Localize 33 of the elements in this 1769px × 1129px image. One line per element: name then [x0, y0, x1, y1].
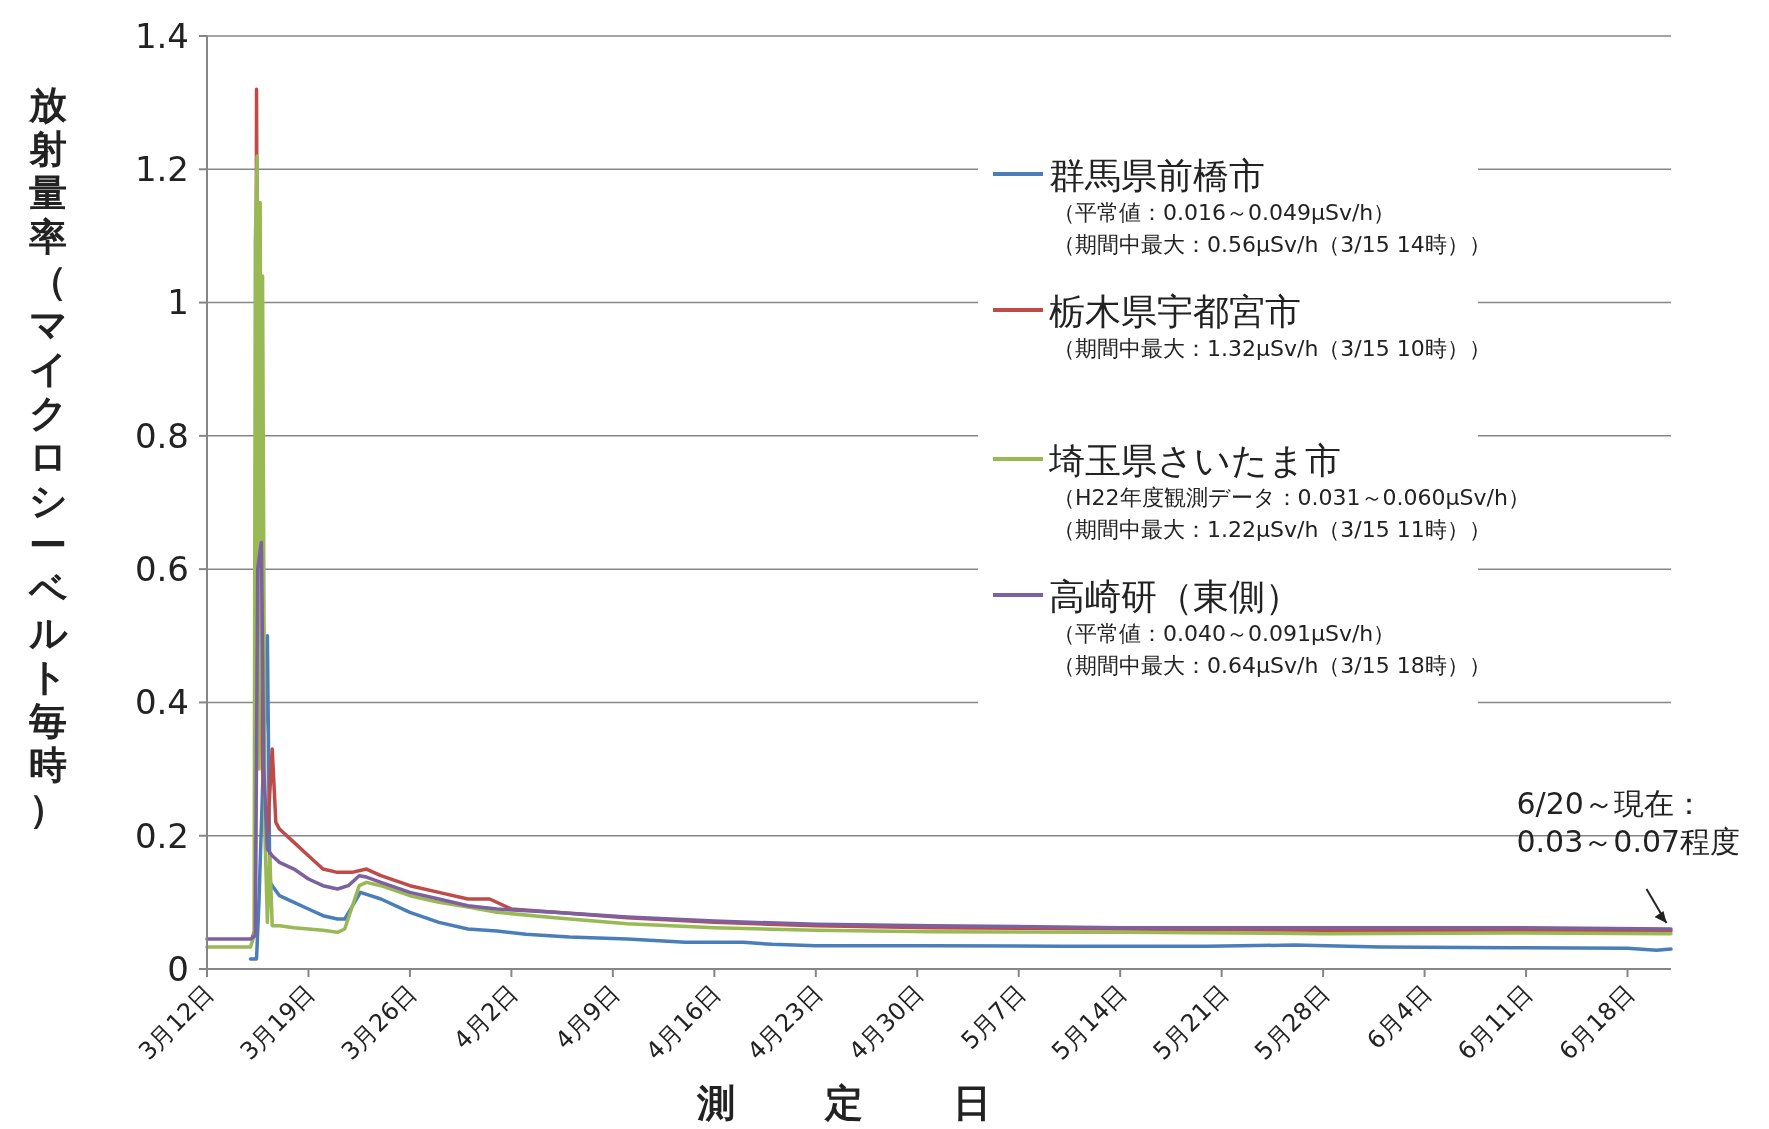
- x-tick-label: 5月7日: [955, 979, 1031, 1055]
- annotation: （H22年度観測データ：0.031～0.060μSv/h）（期間中最大：1.22μSv/h（3/15 11時））: [1053, 485, 1530, 542]
- y-tick-label: 0.4: [134, 682, 189, 723]
- x-tick-label: 5月14日: [1046, 979, 1133, 1066]
- y-tick-label: 1.2: [134, 149, 189, 190]
- y-tick-label: 0.8: [134, 415, 189, 456]
- y-tick-label: 1.4: [134, 15, 189, 56]
- x-tick-label: 4月30日: [843, 979, 930, 1066]
- x-tick-label: 3月26日: [336, 979, 423, 1066]
- annotation: 6/20～現在： 0.03～0.07程度: [1516, 786, 1741, 860]
- x-tick-label: 3月19日: [234, 979, 321, 1066]
- legend-label: 埼玉県さいたま市: [1048, 440, 1341, 481]
- text: 放射量率（マイクロシーベルト毎時）: [28, 83, 68, 831]
- y-tick-label: 0.6: [134, 549, 189, 590]
- x-tick-label: 6月18日: [1553, 979, 1640, 1066]
- legend-label: 高崎研（東側）: [1049, 576, 1301, 617]
- x-tick-label: 4月9日: [549, 979, 626, 1055]
- annotation: （期間中最大：1.32μSv/h（3/15 10時））: [1053, 336, 1491, 361]
- x-tick-label: 6月11日: [1452, 979, 1539, 1066]
- x-tick-label: 4月2日: [448, 979, 524, 1055]
- x-tick-label: 6月4日: [1361, 979, 1437, 1055]
- legend-label: 群馬県前橋市: [1049, 155, 1265, 196]
- legend-label: 栃木県宇都宮市: [1049, 291, 1301, 332]
- annotation: （平常値：0.040～0.091μSv/h）（期間中最大：0.64μSv/h（3/15 18時））: [1053, 621, 1491, 678]
- x-tick-label: 5月21日: [1147, 979, 1234, 1066]
- x-axis-title: 測定日: [696, 1081, 1081, 1125]
- annotation: （平常値：0.016～0.049μSv/h）（期間中最大：0.56μSv/h（3/15 14時））: [1053, 200, 1491, 257]
- x-tick-label: 4月23日: [741, 979, 829, 1066]
- x-tick-label: 5月28日: [1249, 979, 1336, 1066]
- y-tick-label: 0.2: [134, 815, 189, 856]
- y-tick-label: 0: [167, 948, 189, 989]
- x-tick-label: 4月16日: [640, 979, 727, 1066]
- y-tick-label: 1: [167, 282, 189, 323]
